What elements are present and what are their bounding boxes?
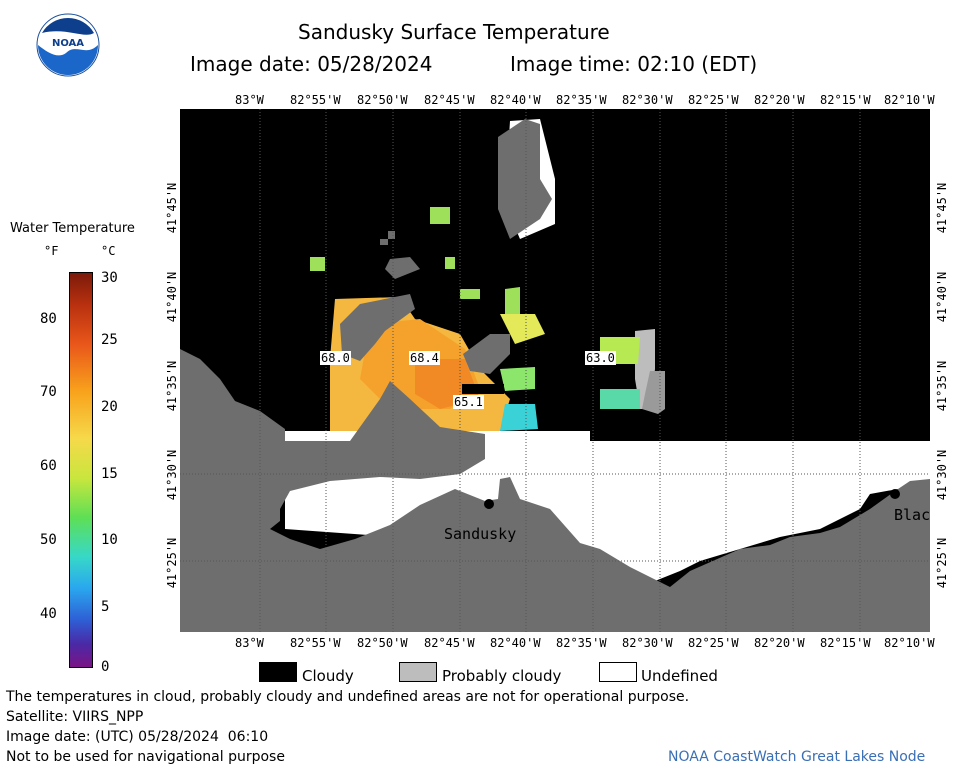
lon-label-top: 82°55'W bbox=[290, 93, 341, 107]
colorbar-f-tick: 80 bbox=[40, 311, 57, 327]
lon-label-bottom: 82°50'W bbox=[357, 636, 408, 650]
lon-label-bottom: 82°20'W bbox=[754, 636, 805, 650]
lat-label-right: 41°35'N bbox=[935, 360, 949, 412]
footer-nav: Not to be used for navigational purpose bbox=[6, 749, 285, 765]
land-area bbox=[642, 371, 665, 414]
colorbar-c-tick: 15 bbox=[101, 466, 118, 482]
lon-label-top: 82°35'W bbox=[556, 93, 607, 107]
lat-label-right: 41°30'N bbox=[935, 449, 949, 501]
legend-label-probably-cloudy: Probably cloudy bbox=[442, 667, 562, 685]
city-label: Blac bbox=[894, 506, 930, 524]
cloud-bar bbox=[462, 384, 504, 394]
colorbar-f-tick: 60 bbox=[40, 458, 57, 474]
land-area bbox=[340, 294, 415, 361]
water-temp-area bbox=[500, 404, 538, 431]
lon-label-top: 82°45'W bbox=[424, 93, 475, 107]
temp-label: 68.4 bbox=[409, 351, 440, 365]
water-temp-area bbox=[505, 287, 520, 314]
colorbar-f-tick: 70 bbox=[40, 384, 57, 400]
lat-label-left: 41°40'N bbox=[165, 271, 179, 323]
colorbar-unit-f: °F bbox=[44, 244, 59, 258]
lon-label-top: 82°20'W bbox=[754, 93, 805, 107]
colorbar-c-tick: 20 bbox=[101, 399, 118, 415]
lon-label-top: 82°10'W bbox=[884, 93, 935, 107]
legend-swatch-cloudy bbox=[259, 662, 297, 682]
footer-utc-date: Image date: (UTC) 05/28/2024 06:10 bbox=[6, 729, 269, 745]
water-temp-area bbox=[445, 257, 455, 269]
land-area bbox=[380, 239, 388, 245]
lon-label-bottom: 82°45'W bbox=[424, 636, 475, 650]
lon-label-top: 82°40'W bbox=[490, 93, 541, 107]
land-area bbox=[385, 257, 420, 279]
colorbar-title: Water Temperature bbox=[10, 221, 135, 236]
lon-label-bottom: 82°15'W bbox=[820, 636, 871, 650]
city-marker bbox=[890, 489, 900, 499]
svg-text:NOAA: NOAA bbox=[52, 38, 84, 49]
city-label: Sandusky bbox=[444, 525, 517, 543]
lon-label-bottom: 82°10'W bbox=[884, 636, 935, 650]
water-temp-area bbox=[500, 367, 535, 391]
water-temp-area bbox=[500, 314, 545, 344]
colorbar-c-tick: 0 bbox=[101, 659, 110, 675]
lat-label-right: 41°45'N bbox=[935, 182, 949, 234]
colorbar-f-tick: 50 bbox=[40, 532, 57, 548]
page-title: Sandusky Surface Temperature bbox=[298, 20, 610, 44]
land-area bbox=[498, 119, 552, 239]
land-area bbox=[388, 231, 395, 239]
footer-credit: NOAA CoastWatch Great Lakes Node bbox=[668, 749, 926, 765]
colorbar-f-tick: 40 bbox=[40, 606, 57, 622]
legend-label-undefined: Undefined bbox=[641, 667, 718, 685]
colorbar-c-tick: 10 bbox=[101, 532, 118, 548]
image-date: Image date: 05/28/2024 bbox=[190, 52, 433, 76]
colorbar-c-tick: 25 bbox=[101, 332, 118, 348]
lon-label-bottom: 82°55'W bbox=[290, 636, 341, 650]
image-time: Image time: 02:10 (EDT) bbox=[510, 52, 758, 76]
water-temp-area bbox=[460, 289, 480, 299]
lat-label-left: 41°45'N bbox=[165, 182, 179, 234]
legend-label-cloudy: Cloudy bbox=[302, 667, 354, 685]
lon-label-bottom: 82°30'W bbox=[622, 636, 673, 650]
graticule bbox=[180, 109, 930, 632]
lat-label-left: 41°25'N bbox=[165, 537, 179, 589]
colorbar bbox=[69, 272, 93, 668]
map-svg bbox=[180, 109, 930, 632]
lon-label-top: 83°W bbox=[235, 93, 264, 107]
lat-label-right: 41°40'N bbox=[935, 271, 949, 323]
lat-label-left: 41°35'N bbox=[165, 360, 179, 412]
temp-label: 63.0 bbox=[585, 351, 616, 365]
colorbar-c-tick: 30 bbox=[101, 270, 118, 286]
map-panel: 68.0 68.4 63.0 65.1 Sandusky Blac bbox=[180, 109, 930, 632]
water-temp-area bbox=[600, 389, 640, 409]
lon-label-top: 82°25'W bbox=[688, 93, 739, 107]
land-area bbox=[180, 349, 930, 632]
lon-label-bottom: 82°35'W bbox=[556, 636, 607, 650]
temp-label: 65.1 bbox=[453, 395, 484, 409]
noaa-logo: NOAA bbox=[36, 13, 100, 77]
footer-note: The temperatures in cloud, probably clou… bbox=[6, 689, 690, 705]
temp-label: 68.0 bbox=[320, 351, 351, 365]
lat-label-right: 41°25'N bbox=[935, 537, 949, 589]
land-area bbox=[463, 334, 510, 374]
lon-label-bottom: 82°25'W bbox=[688, 636, 739, 650]
lon-label-bottom: 82°40'W bbox=[490, 636, 541, 650]
colorbar-c-tick: 5 bbox=[101, 599, 110, 615]
colorbar-unit-c: °C bbox=[101, 244, 116, 258]
lat-label-left: 41°30'N bbox=[165, 449, 179, 501]
lon-label-top: 82°30'W bbox=[622, 93, 673, 107]
footer-satellite: Satellite: VIIRS_NPP bbox=[6, 709, 144, 725]
lon-label-top: 82°15'W bbox=[820, 93, 871, 107]
lon-label-top: 82°50'W bbox=[357, 93, 408, 107]
city-marker bbox=[484, 499, 494, 509]
lon-label-bottom: 83°W bbox=[235, 636, 264, 650]
legend-swatch-undefined bbox=[599, 662, 637, 682]
water-temp-area bbox=[310, 257, 325, 271]
legend-swatch-probably-cloudy bbox=[399, 662, 437, 682]
water-temp-area bbox=[430, 207, 450, 224]
